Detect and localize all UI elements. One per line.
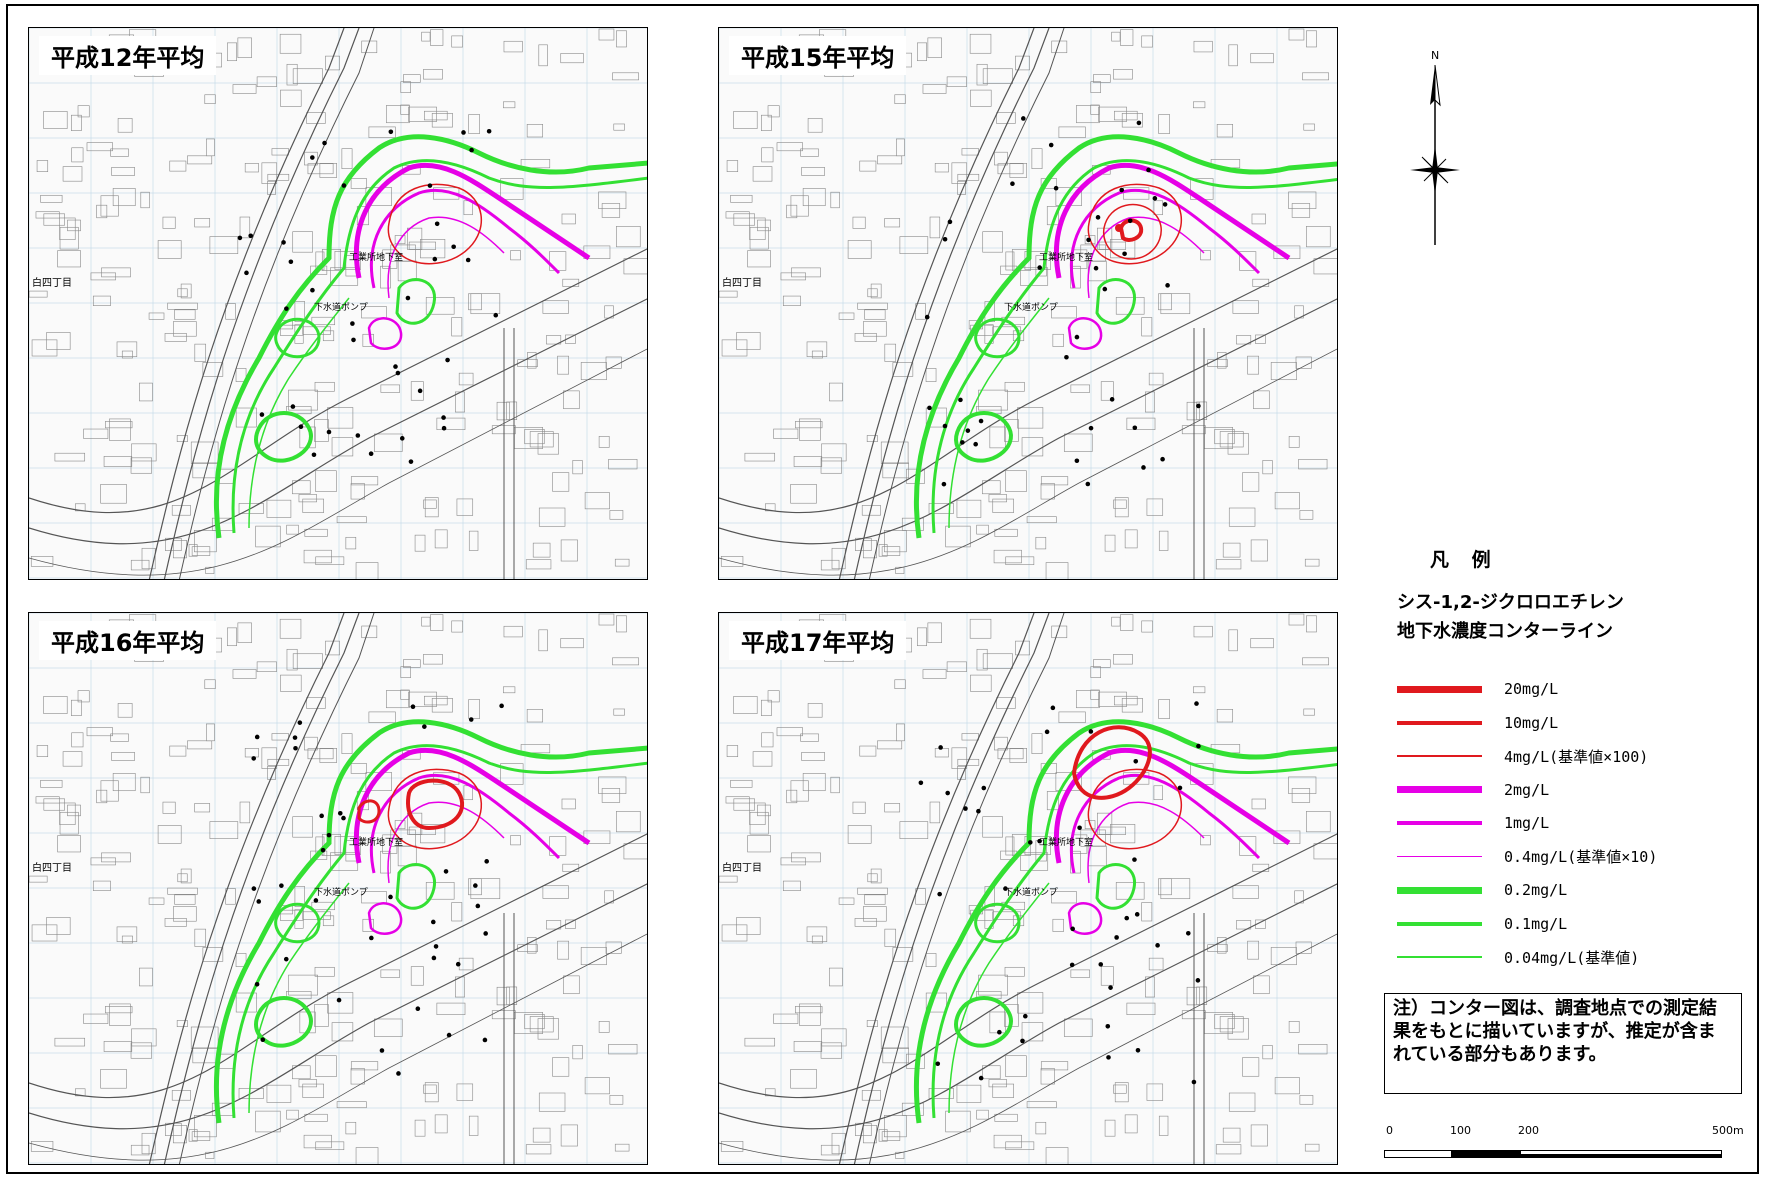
scale-bar: 0 100 200 500m	[1384, 1124, 1744, 1174]
legend-label: 4mg/L(基準値×100)	[1504, 747, 1649, 766]
legend-label: 0.4mg/L(基準値×10)	[1504, 848, 1658, 866]
legend-label: 0.1mg/L	[1504, 914, 1568, 933]
note-box: 注）コンター図は、調査地点での測定結果をもとに描いていますが、推定が含まれている…	[1384, 993, 1742, 1094]
legend-item: 20mg/L	[1397, 672, 1558, 706]
legend-line-swatch	[1397, 755, 1482, 757]
north-label: N	[1431, 49, 1439, 62]
legend-subtitle-line1: シス-1,2-ジクロロエチレン	[1397, 592, 1624, 613]
legend-item: 2mg/L	[1397, 773, 1549, 807]
legend-label: 10mg/L	[1504, 713, 1559, 732]
map-panel-h15: 工業所地下室下水道ポンプ 白四丁目 平成15年平均	[718, 27, 1338, 580]
legend-item: 0.1mg/L	[1397, 907, 1567, 941]
legend-item: 1mg/L	[1397, 806, 1549, 840]
district-label: 白四丁目	[722, 861, 762, 874]
legend-label: 20mg/L	[1504, 680, 1559, 698]
legend-subtitle-line2: 地下水濃度コンターライン	[1397, 621, 1613, 642]
legend-line-swatch	[1397, 720, 1482, 725]
legend-item: 0.4mg/L(基準値×10)	[1397, 840, 1657, 874]
legend-line-swatch	[1397, 821, 1482, 825]
legend-label: 1mg/L	[1504, 814, 1550, 832]
legend-item: 10mg/L	[1397, 706, 1558, 740]
north-arrow-icon: N	[1410, 49, 1460, 245]
legend-item: 0.04mg/L(基準値)	[1397, 940, 1639, 974]
panel-title: 平成15年平均	[729, 36, 907, 75]
legend-line-swatch	[1397, 685, 1482, 693]
site-label: 工業所地下室	[349, 836, 403, 848]
legend-line-swatch	[1397, 855, 1482, 858]
map-panel-h17: 工業所地下室下水道ポンプ 白四丁目 平成17年平均	[718, 612, 1338, 1165]
legend-line-swatch	[1397, 956, 1482, 958]
legend-label: 2mg/L	[1504, 780, 1550, 799]
district-label: 白四丁目	[722, 276, 762, 289]
legend-item: 0.2mg/L	[1397, 873, 1567, 907]
district-label: 白四丁目	[32, 861, 72, 874]
legend-line-swatch	[1397, 886, 1482, 894]
sewer-label: 下水道ポンプ	[314, 301, 368, 313]
legend-line-swatch	[1397, 921, 1482, 926]
sewer-label: 下水道ポンプ	[314, 886, 368, 898]
site-label: 工業所地下室	[349, 251, 403, 263]
scale-tick: 100	[1450, 1124, 1471, 1137]
legend-item: 4mg/L(基準値×100)	[1397, 739, 1648, 773]
legend-line-swatch	[1397, 786, 1482, 793]
panel-title: 平成17年平均	[729, 621, 907, 660]
map-panel-h12: 工業所地下室下水道ポンプ 白四丁目 平成12年平均	[28, 27, 648, 580]
sewer-label: 下水道ポンプ	[1004, 886, 1058, 898]
district-label: 白四丁目	[32, 276, 72, 289]
legend-subtitle: シス-1,2-ジクロロエチレン 地下水濃度コンターライン	[1397, 588, 1624, 646]
panel-title: 平成12年平均	[39, 36, 217, 75]
legend-title: 凡 例	[1430, 549, 1499, 571]
scale-tick: 0	[1386, 1124, 1393, 1137]
panel-title: 平成16年平均	[39, 621, 217, 660]
map-panel-h16: 工業所地下室下水道ポンプ 白四丁目 平成16年平均	[28, 612, 648, 1165]
legend-label: 0.04mg/L(基準値)	[1504, 948, 1640, 967]
scale-tick: 500m	[1712, 1124, 1744, 1137]
scale-tick: 200	[1518, 1124, 1539, 1137]
legend-label: 0.2mg/L	[1504, 881, 1568, 899]
site-label: 工業所地下室	[1039, 251, 1093, 263]
sewer-label: 下水道ポンプ	[1004, 301, 1058, 313]
site-label: 工業所地下室	[1039, 836, 1093, 848]
page-frame	[6, 4, 1759, 1174]
